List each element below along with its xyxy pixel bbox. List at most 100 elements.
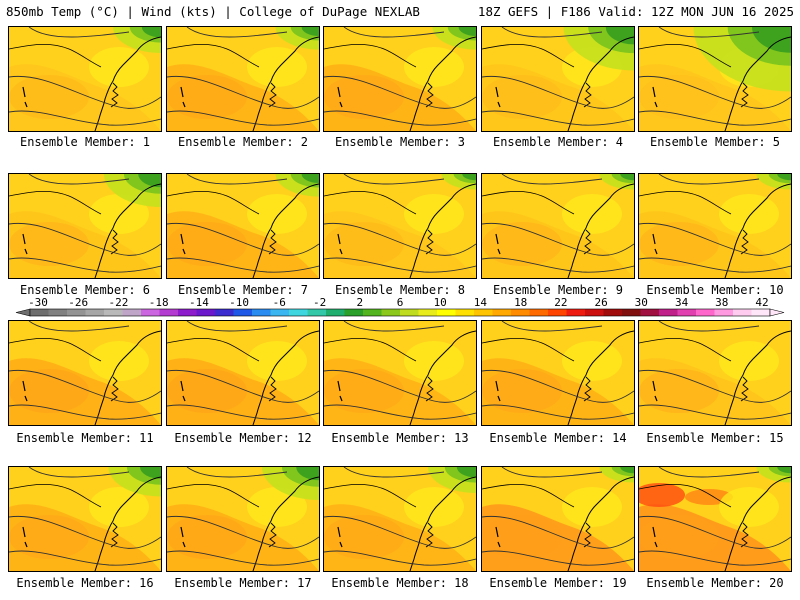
ensemble-member-label: Ensemble Member: 16	[16, 576, 154, 590]
colorbar-arrow-left	[15, 308, 31, 317]
ensemble-member-label: Ensemble Member: 10	[646, 283, 784, 297]
colorbar-tick-label: 14	[474, 296, 488, 309]
ensemble-member-label: Ensemble Member: 13	[331, 431, 469, 445]
colorbar-swatch	[400, 309, 419, 316]
ensemble-member-label: Ensemble Member: 19	[489, 576, 627, 590]
colorbar-swatch	[85, 309, 105, 316]
ensemble-member-map	[166, 466, 320, 572]
ensemble-member-label: Ensemble Member: 11	[16, 431, 154, 445]
colorbar-swatch	[511, 309, 530, 316]
colorbar-swatch	[178, 309, 197, 316]
ensemble-member-map	[166, 26, 320, 132]
ensemble-member-map	[481, 173, 635, 279]
colorbar-tick-label: 38	[715, 296, 728, 309]
colorbar-swatch	[548, 309, 567, 316]
ensemble-member-label: Ensemble Member: 3	[334, 135, 466, 149]
colorbar-swatch	[344, 309, 364, 316]
colorbar-swatch	[104, 309, 123, 316]
ensemble-member-map	[166, 320, 320, 426]
ensemble-member-label: Ensemble Member: 1	[19, 135, 151, 149]
colorbar-tick-label: -14	[189, 296, 209, 309]
colorbar-swatch	[30, 309, 49, 316]
colorbar-swatch	[677, 309, 697, 316]
ensemble-member-label: Ensemble Member: 12	[174, 431, 312, 445]
colorbar-swatch	[363, 309, 382, 316]
colorbar-tick-label: -10	[229, 296, 249, 309]
colorbar-swatch	[529, 309, 549, 316]
colorbar-swatch	[67, 309, 86, 316]
ensemble-member-map	[323, 320, 477, 426]
ensemble-member-label: Ensemble Member: 15	[646, 431, 784, 445]
colorbar-tick-label: -26	[68, 296, 88, 309]
colorbar-swatch	[418, 309, 438, 316]
colorbar-swatch	[48, 309, 68, 316]
ensemble-member-label: Ensemble Member: 20	[646, 576, 784, 590]
ensemble-member-map	[323, 26, 477, 132]
colorbar-tick-label: 34	[675, 296, 689, 309]
ensemble-member-map	[166, 173, 320, 279]
colorbar-swatch	[437, 309, 456, 316]
colorbar-swatch	[492, 309, 512, 316]
ensemble-member-label: Ensemble Member: 18	[331, 576, 469, 590]
colorbar-swatch	[696, 309, 715, 316]
ensemble-member-label: Ensemble Member: 7	[177, 283, 309, 297]
ensemble-member-map	[323, 466, 477, 572]
ensemble-member-map	[481, 466, 635, 572]
colorbar-arrow-right	[769, 308, 785, 317]
ensemble-member-map	[481, 26, 635, 132]
ensemble-member-label: Ensemble Member: 5	[649, 135, 781, 149]
colorbar-swatch	[307, 309, 327, 316]
colorbar-swatch	[233, 309, 253, 316]
ensemble-member-map	[481, 320, 635, 426]
colorbar-swatch	[566, 309, 586, 316]
colorbar-swatch	[714, 309, 734, 316]
colorbar-swatch	[252, 309, 271, 316]
ensemble-member-label: Ensemble Member: 4	[492, 135, 624, 149]
ensemble-member-label: Ensemble Member: 6	[19, 283, 151, 297]
colorbar-tick-label: 26	[594, 296, 607, 309]
colorbar-tick-label: 18	[514, 296, 527, 309]
colorbar-swatch	[196, 309, 216, 316]
ensemble-member-map	[8, 466, 162, 572]
colorbar-swatch	[326, 309, 345, 316]
ensemble-member-map	[638, 26, 792, 132]
ensemble-member-map	[638, 320, 792, 426]
ensemble-member-label: Ensemble Member: 17	[174, 576, 312, 590]
colorbar-swatch	[289, 309, 308, 316]
colorbar-swatch	[640, 309, 660, 316]
colorbar-swatch	[215, 309, 234, 316]
colorbar-tick-label: 6	[397, 296, 404, 309]
colorbar-tick-label: 10	[434, 296, 447, 309]
colorbar-tick-label: -6	[273, 296, 286, 309]
model-valid-time: 18Z GEFS | F186 Valid: 12Z MON JUN 16 20…	[477, 4, 794, 19]
colorbar-swatch	[733, 309, 752, 316]
colorbar-swatch	[622, 309, 641, 316]
colorbar-tick-label: 30	[635, 296, 648, 309]
ensemble-member-label: Ensemble Member: 14	[489, 431, 627, 445]
ensemble-member-map	[638, 466, 792, 572]
colorbar-swatch	[455, 309, 475, 316]
colorbar-tick-label: 2	[356, 296, 363, 309]
colorbar-swatch	[122, 309, 142, 316]
colorbar-swatch	[141, 309, 160, 316]
ensemble-member-map	[323, 173, 477, 279]
colorbar-swatch	[159, 309, 179, 316]
colorbar-tick-label: -18	[149, 296, 169, 309]
ensemble-member-map	[8, 173, 162, 279]
colorbar-tick-label: 42	[755, 296, 768, 309]
colorbar-swatch	[474, 309, 493, 316]
temperature-colorbar: -30 -26 -22 -18 -14 -10 -6 -2 2 6 10 14 18 22 26 30 34 38…	[15, 296, 785, 317]
colorbar-tick-label: -2	[313, 296, 326, 309]
colorbar-swatch	[381, 309, 401, 316]
ensemble-member-map	[8, 320, 162, 426]
colorbar-tick-label: -22	[108, 296, 128, 309]
colorbar-tick-label: 22	[554, 296, 567, 309]
colorbar-swatch	[603, 309, 623, 316]
ensemble-member-label: Ensemble Member: 9	[492, 283, 624, 297]
colorbar-swatch	[751, 309, 771, 316]
colorbar-tick-label: -30	[28, 296, 48, 309]
colorbar-swatch	[270, 309, 290, 316]
colorbar-swatch	[585, 309, 604, 316]
colorbar-swatch	[659, 309, 678, 316]
ensemble-member-label: Ensemble Member: 8	[334, 283, 466, 297]
